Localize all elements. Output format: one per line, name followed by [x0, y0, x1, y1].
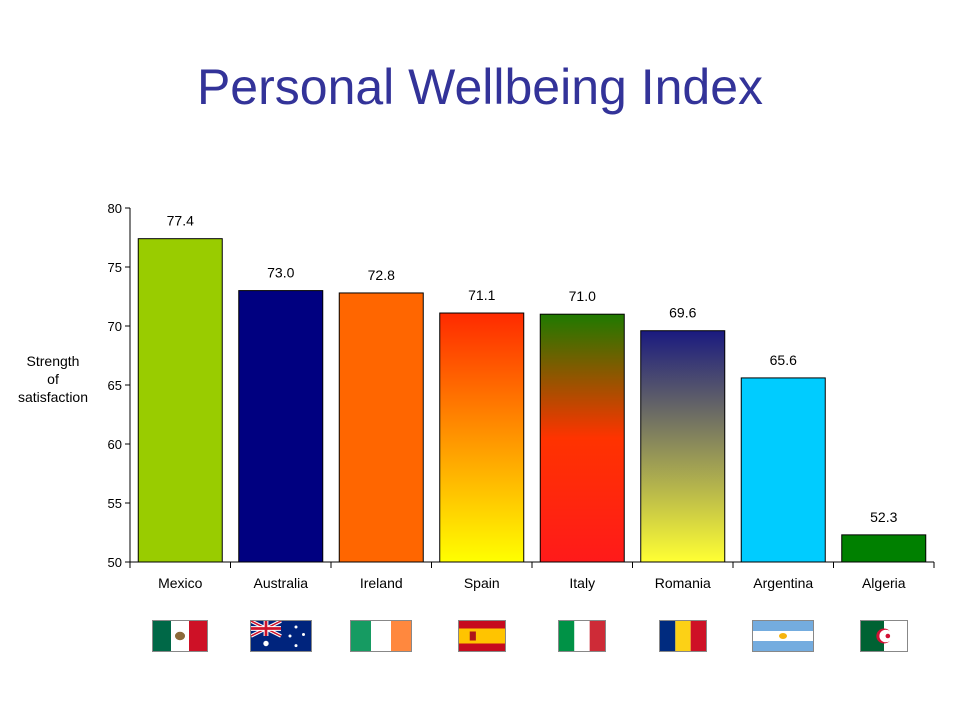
- bar-australia: [238, 290, 324, 563]
- bar-argentina: [740, 377, 826, 563]
- y-tick-label: 65: [108, 378, 122, 393]
- bar-italy: [539, 313, 625, 563]
- page-title: Personal Wellbeing Index: [196, 59, 764, 115]
- x-tick-label: Ireland: [360, 575, 403, 591]
- data-label: 72.8: [368, 267, 395, 283]
- x-tick-label: Spain: [464, 575, 500, 591]
- x-tick-label: Romania: [655, 575, 711, 591]
- x-tick-label: Argentina: [753, 575, 813, 591]
- y-axis-label: Strength of satisfaction: [6, 352, 100, 406]
- data-label: 73.0: [267, 265, 294, 281]
- y-axis-label-line: satisfaction: [17, 389, 89, 405]
- bar-romania: [640, 330, 726, 563]
- y-axis-label-line: of: [47, 371, 59, 387]
- bar-spain: [439, 312, 525, 563]
- y-tick-label: 50: [108, 555, 122, 570]
- x-tick-label: Italy: [569, 575, 595, 591]
- data-label: 65.6: [770, 352, 797, 368]
- bar-ireland: [338, 292, 424, 563]
- bar-algeria: [841, 534, 927, 563]
- y-tick-label: 60: [108, 437, 122, 452]
- x-tick-label: Mexico: [158, 575, 203, 591]
- data-label: 77.4: [167, 213, 194, 229]
- y-axis-label-line: Strength: [26, 353, 80, 369]
- y-tick-label: 70: [108, 319, 122, 334]
- x-tick-label: Australia: [254, 575, 309, 591]
- x-tick-label: Algeria: [862, 575, 906, 591]
- data-label: 71.0: [569, 288, 596, 304]
- data-label: 69.6: [669, 305, 696, 321]
- data-label: 71.1: [468, 287, 495, 303]
- bar-mexico: [137, 238, 223, 563]
- y-tick-label: 80: [108, 201, 122, 216]
- data-label: 52.3: [870, 509, 897, 525]
- y-tick-label: 75: [108, 260, 122, 275]
- y-tick-label: 55: [108, 496, 122, 511]
